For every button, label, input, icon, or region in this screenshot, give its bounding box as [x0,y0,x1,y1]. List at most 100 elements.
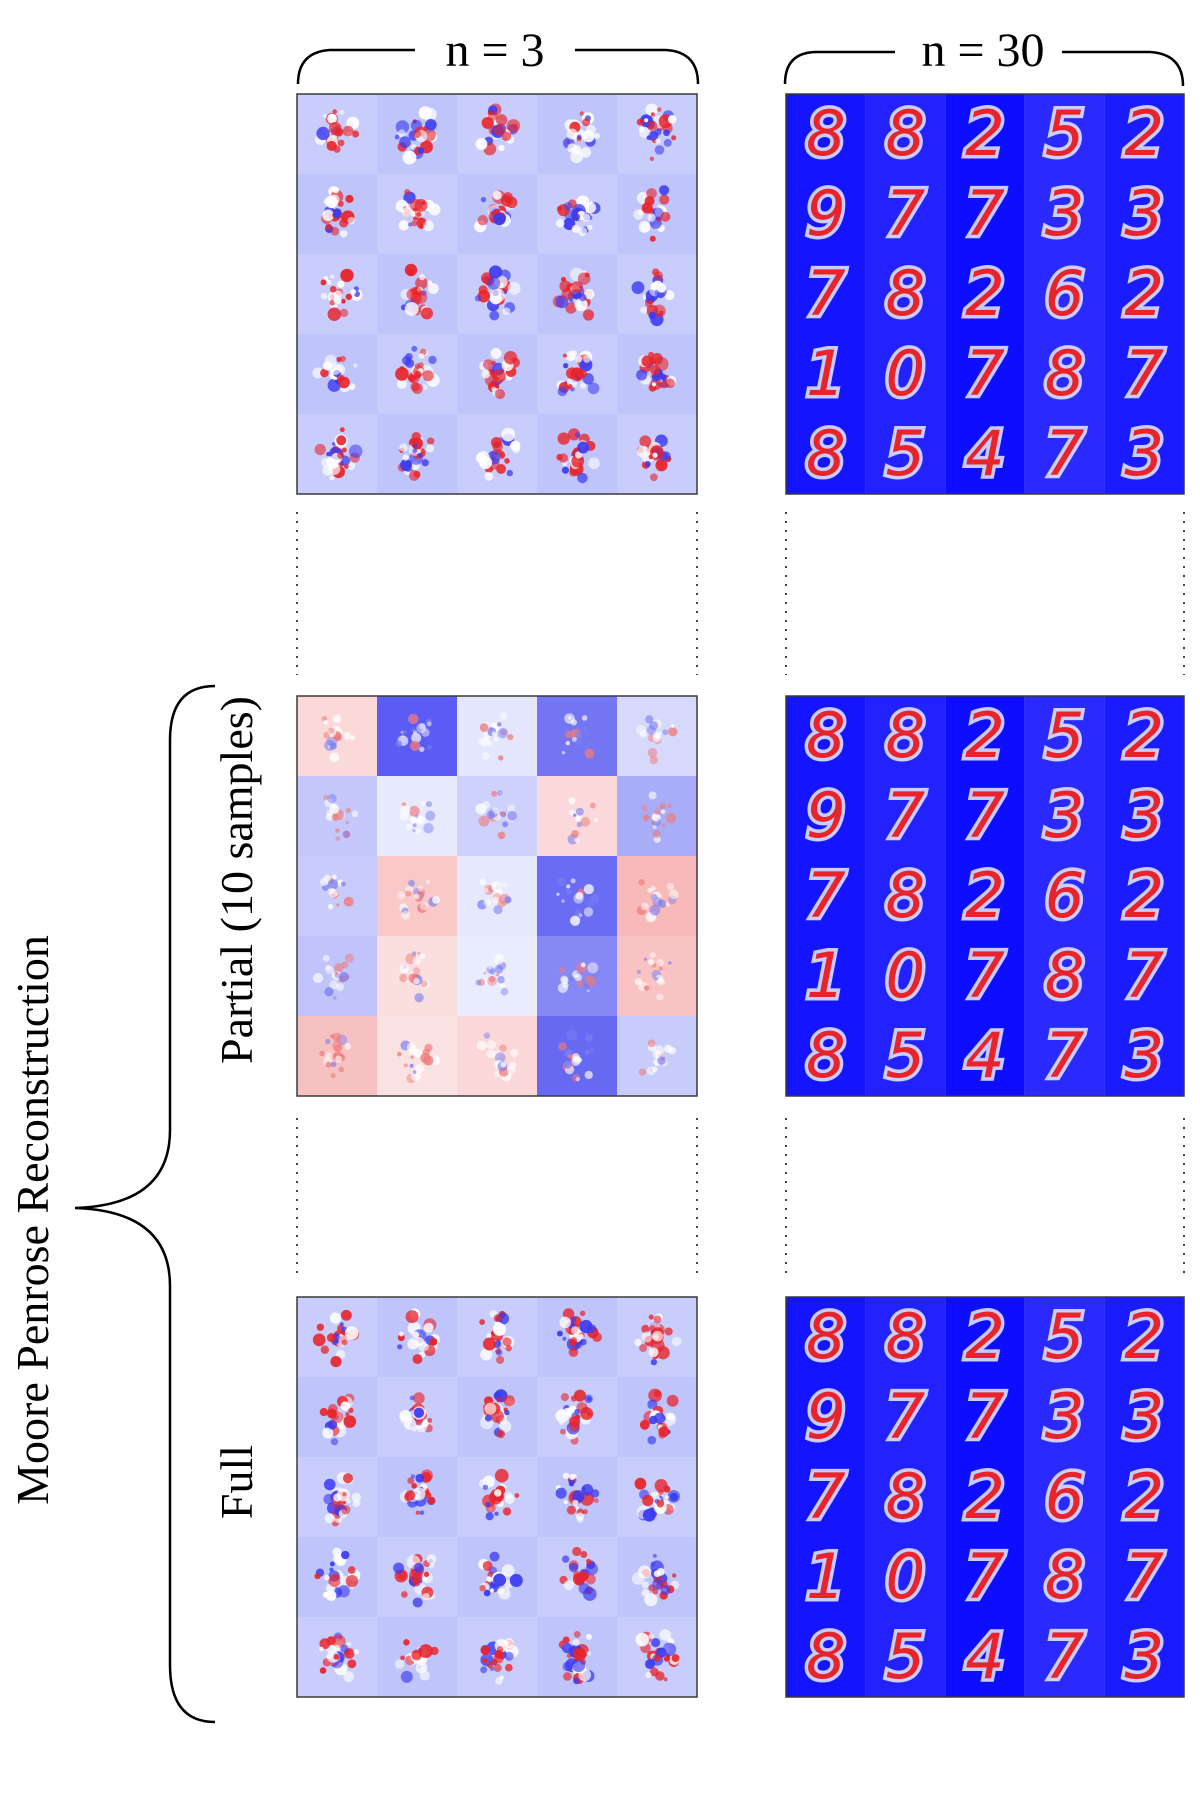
digit-halo: 7 [886,177,926,250]
digit-halo: 5 [886,417,926,490]
reconstructed-digit: 7 [886,1380,926,1453]
image-tile [617,1457,697,1537]
reconstructed-digit: 2 [965,257,1005,330]
digit-halo: 2 [965,699,1005,772]
image-tile [377,1537,457,1617]
image-tile [297,1537,377,1617]
digit-halo: 8 [806,417,846,490]
reconstructed-digit: 7 [1124,1540,1164,1613]
panel-n3-top [296,93,698,495]
reconstructed-digit: 1 [806,337,846,410]
image-tile [617,936,697,1016]
panel-frame [785,1296,1185,1698]
digit-halo: 3 [1045,1380,1085,1453]
image-tile [457,94,537,174]
reconstructed-digit: 7 [886,779,926,852]
image-tile: 33 [1104,413,1184,494]
digit-halo: 7 [965,177,1005,250]
image-tile: 22 [1104,1456,1184,1537]
image-tile: 77 [865,1376,946,1457]
reconstructed-digit: 3 [1124,1620,1164,1693]
image-tile: 22 [1104,855,1184,936]
reconstructed-digit: 2 [1124,1460,1164,1533]
image-tile: 33 [1024,1376,1105,1457]
image-tile [537,936,617,1016]
image-tile [457,334,537,414]
image-tile: 00 [865,333,946,414]
reconstructed-digit: 9 [806,1380,846,1453]
reconstructed-digit: 2 [965,859,1005,932]
reconstructed-digit: 4 [965,1019,1005,1092]
digit-halo: 8 [806,1019,846,1092]
image-tile [457,254,537,334]
reconstructed-digit: 2 [965,699,1005,772]
image-tile: 33 [1024,775,1105,856]
digit-halo: 5 [886,1019,926,1092]
image-tile [617,414,697,494]
reconstructed-digit: 7 [806,257,846,330]
image-tile: 77 [1104,333,1184,414]
group-label-moore-penrose: Moore Penrose Reconstruction [7,935,58,1505]
image-tile: 55 [865,1015,946,1096]
digit-halo: 9 [806,1380,846,1453]
reconstructed-digit: 5 [886,1019,926,1092]
image-tile [377,414,457,494]
image-tile [377,254,457,334]
reconstructed-digit: 8 [886,97,926,170]
image-tile: 88 [786,93,866,174]
group-brace [74,684,216,1724]
image-tile: 77 [786,855,866,936]
image-tile [537,1537,617,1617]
reconstructed-digit: 7 [806,859,846,932]
image-tile [617,856,697,936]
image-tile: 77 [945,1536,1025,1617]
image-tile [537,334,617,414]
image-tile [297,936,377,1016]
image-tile: 22 [1104,253,1184,334]
image-tile: 22 [945,855,1025,936]
image-tile: 88 [1024,935,1105,1016]
digit-halo: 8 [886,1460,926,1533]
image-tile: 88 [786,695,866,776]
image-tile [537,856,617,936]
digit-halo: 7 [1124,939,1164,1012]
reconstructed-digit: 3 [1124,177,1164,250]
digit-halo: 2 [1124,1300,1164,1373]
image-tile: 77 [945,935,1025,1016]
image-tile: 88 [865,695,946,776]
reconstructed-digit: 5 [1045,97,1085,170]
reconstructed-digit: 8 [806,1019,846,1092]
image-tile [457,776,537,856]
image-tile: 77 [1104,935,1184,1016]
reconstructed-digit: 7 [1045,417,1085,490]
image-tile [537,696,617,776]
image-tile [457,174,537,254]
reconstructed-digit: 5 [886,417,926,490]
image-tile [617,1297,697,1377]
image-tile: 77 [1024,1616,1105,1697]
reconstructed-digit: 7 [965,779,1005,852]
image-tile [297,776,377,856]
image-tile: 77 [1024,1015,1105,1096]
image-tile: 00 [865,1536,946,1617]
panel-frame [785,695,1185,1097]
digit-halo: 7 [806,859,846,932]
digit-halo: 7 [1124,1540,1164,1613]
digit-halo: 8 [886,257,926,330]
image-tile: 55 [865,1616,946,1697]
image-tile: 22 [1104,1296,1184,1377]
image-tile: 55 [1024,93,1105,174]
image-tile: 77 [945,775,1025,856]
image-tile: 44 [945,1616,1025,1697]
column-label-n3: n = 3 [445,24,544,77]
digit-halo: 2 [965,257,1005,330]
digit-halo: 2 [965,859,1005,932]
image-tile [377,334,457,414]
digit-halo: 0 [886,337,926,410]
image-tile [377,94,457,174]
image-tile: 22 [945,1296,1025,1377]
reconstructed-digit: 3 [1124,417,1164,490]
image-tile: 88 [786,413,866,494]
